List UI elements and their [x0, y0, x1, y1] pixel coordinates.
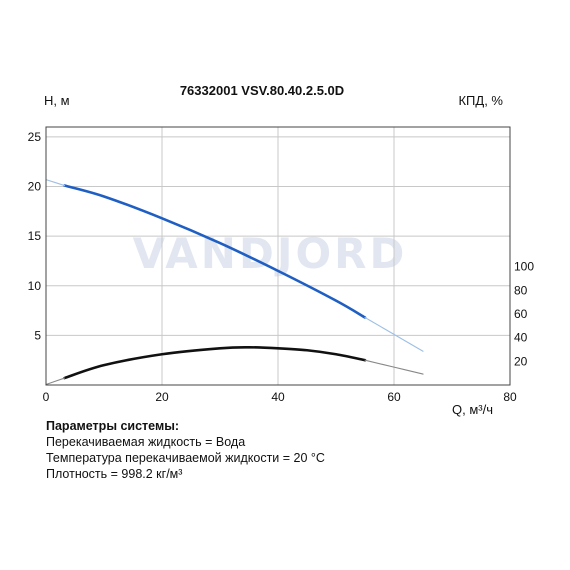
x-axis-label: Q, м³/ч	[452, 402, 493, 417]
x-tick-label: 40	[271, 390, 285, 404]
y-left-tick-label: 10	[28, 279, 42, 293]
y-right-tick-label: 100	[514, 260, 534, 274]
y-left-tick-label: 25	[28, 130, 42, 144]
params-fluid: Перекачиваемая жидкость = Вода	[46, 435, 246, 449]
x-tick-label: 20	[155, 390, 169, 404]
tick-labels: 0 20 40 60 80 5 10 15 20 25 20 40 60 80 100	[28, 130, 535, 404]
y-axis-left-label: Н, м	[44, 93, 70, 108]
head-ext-curve-2	[364, 316, 424, 352]
system-parameters: Параметры системы: Перекачиваемая жидкос…	[46, 418, 325, 482]
watermark-logo: VANDJORD	[133, 229, 408, 278]
eff-curve-3	[63, 345, 367, 380]
y-left-tick-label: 20	[28, 180, 42, 194]
y-right-tick-label: 20	[514, 354, 528, 368]
y-left-tick-label: 5	[34, 328, 41, 342]
eff-ext-curve-4	[45, 377, 66, 386]
y-right-tick-label: 80	[514, 283, 528, 297]
x-tick-label: 80	[503, 390, 517, 404]
y-right-tick-label: 60	[514, 307, 528, 321]
y-right-tick-label: 40	[514, 331, 528, 345]
grid	[46, 127, 510, 385]
y-left-tick-label: 15	[28, 229, 42, 243]
head-ext-curve-1	[45, 179, 66, 187]
x-tick-label: 60	[387, 390, 401, 404]
params-title: Параметры системы:	[46, 419, 180, 433]
head-curve-0	[63, 184, 367, 319]
y-axis-right-label: КПД, %	[458, 93, 503, 108]
eff-ext-curve-5	[364, 359, 424, 375]
params-density: Плотность = 998.2 кг/м³	[46, 467, 183, 481]
series-lines	[45, 179, 424, 386]
chart-title: 76332001 VSV.80.40.2.5.0D	[180, 83, 344, 98]
params-temperature: Температура перекачиваемой жидкости = 20…	[46, 451, 325, 465]
plot-frame	[45, 126, 511, 386]
x-tick-label: 0	[43, 390, 50, 404]
